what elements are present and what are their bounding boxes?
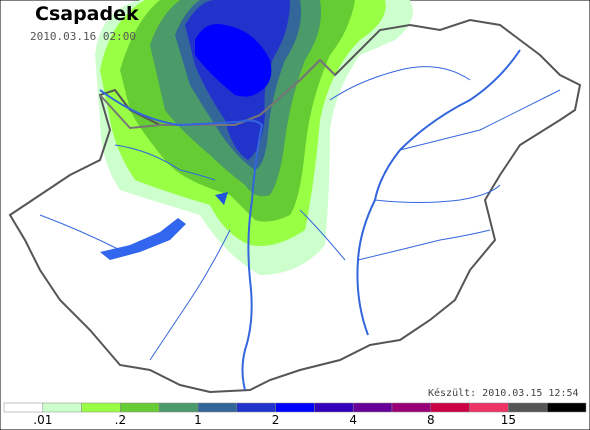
legend-label: 4 xyxy=(349,413,357,427)
made-time: Készült: 2010.03.15 12:54 xyxy=(428,387,579,399)
precipitation xyxy=(95,0,413,275)
map-title: Csapadek xyxy=(35,3,139,25)
legend-swatch xyxy=(197,402,238,413)
legend-label: 8 xyxy=(427,413,435,427)
rivers xyxy=(39,49,561,391)
valid-time: 2010.03.16 02:00 xyxy=(30,30,136,43)
legend-swatch xyxy=(430,402,470,413)
legend-swatch xyxy=(469,402,509,413)
legend-swatch xyxy=(120,402,160,413)
legend-label: 1 xyxy=(194,413,202,427)
legend-swatch xyxy=(275,402,315,413)
legend-swatch xyxy=(3,402,44,413)
country-border xyxy=(8,18,582,394)
legend-swatch xyxy=(352,402,393,413)
lake-balaton xyxy=(100,218,186,260)
legend-swatch xyxy=(314,402,354,413)
legend-swatch xyxy=(508,402,548,413)
legend-label: 15 xyxy=(501,413,516,427)
legend-label: .2 xyxy=(115,413,126,427)
legend-swatch xyxy=(546,402,587,413)
legend-label: .01 xyxy=(33,413,52,427)
legend-swatch xyxy=(81,402,121,413)
legend: .01 .2 1 2 4 8 15 xyxy=(3,402,587,427)
legend-swatch xyxy=(158,402,199,413)
legend-swatch xyxy=(236,402,276,413)
legend-swatch xyxy=(391,402,432,413)
legend-label: 2 xyxy=(272,413,280,427)
legend-swatch xyxy=(42,402,82,413)
